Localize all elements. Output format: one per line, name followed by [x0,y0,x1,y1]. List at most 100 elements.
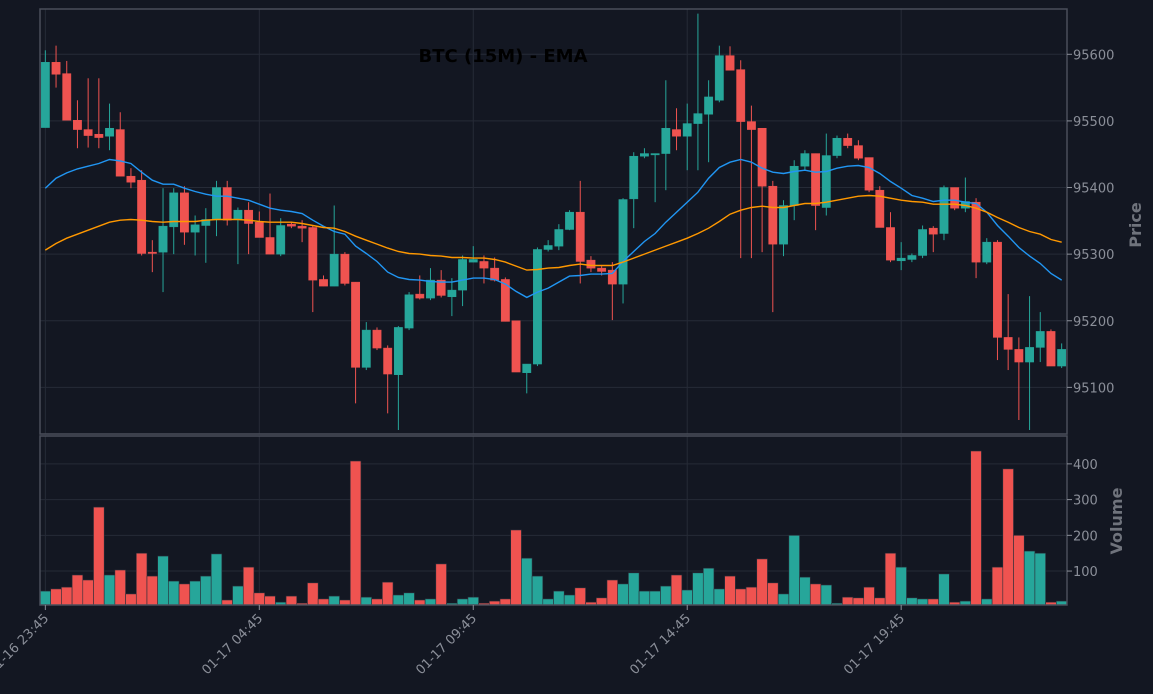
candle-body [319,279,328,287]
volume-bar [61,586,73,606]
candle-body [393,327,403,375]
candle-body [490,267,500,281]
candle-body [222,187,232,221]
y-tick-label: 95200 [1073,315,1114,330]
volume-bar [756,558,768,606]
volume-bar [328,595,340,606]
volume-bar [371,598,383,606]
volume-bar [125,593,137,606]
candle-body [329,253,339,287]
candle-body [907,255,917,260]
candle-body [340,253,350,284]
volume-bar [991,566,1004,606]
volume-bar [467,596,479,606]
volume-bar [242,566,255,606]
volume-bar [617,583,629,606]
volume-bar [93,506,105,606]
candle-body [468,259,478,263]
candle-body [896,257,906,262]
candle-body [672,129,681,137]
volume-bar [200,575,212,606]
volume-bar [521,557,533,606]
volume-bar [82,579,94,606]
candle-body [757,127,767,187]
candle-body [500,279,510,322]
candle-body [1057,349,1067,367]
volume-bar [563,594,576,606]
candle-body [746,121,756,130]
candle-body [447,289,457,298]
volume-bar [542,598,554,606]
candle-body [768,185,778,245]
candle-body [939,187,949,234]
candle-body [458,259,467,291]
candle-body [575,211,585,262]
volume-bar [874,597,886,606]
volume-bar [178,583,191,606]
volume-bar [863,586,875,606]
candle-body [629,155,639,200]
volume-bar [692,572,704,606]
candle-body [308,227,318,281]
candle-body [875,189,885,228]
candle-body [597,267,607,272]
candle-body [254,221,264,238]
volume-bar [724,575,736,606]
volume-panel-frame [39,435,1068,606]
volume-bar [50,588,62,606]
candle-body [522,363,532,373]
candle-body [179,192,189,233]
y-tick-label: 95100 [1073,381,1114,396]
y-tick-label: 95300 [1073,248,1114,263]
volume-bar [146,575,158,606]
candle-body [436,279,446,296]
volume-bar [510,529,522,606]
candle-body [244,209,254,224]
volume-bar [681,589,693,606]
candle-body [993,241,1002,338]
volume-bar [349,460,362,606]
volume-bar [884,552,897,606]
volume-axis-label: Volume [1107,487,1126,554]
volume-bar [670,574,683,606]
volume-bar [339,599,351,606]
candle-body [533,249,542,365]
volume-bar [221,599,233,606]
candle-body [832,137,842,156]
volume-bar [852,597,865,606]
volume-bar [189,580,201,606]
candle-body [928,227,938,235]
volume-bar [39,590,51,606]
volume-bar [906,597,918,606]
volume-bar [938,573,950,606]
candle-body [1046,331,1056,367]
volume-bar [777,593,790,606]
candle-body [811,153,821,206]
volume-bar [820,584,832,606]
candle-body [853,145,863,159]
volume-bar [531,575,544,606]
candle-body [265,237,275,255]
volume-bar [713,588,725,606]
candle-body [843,137,853,146]
candle-body [351,281,361,368]
candle-body [158,225,168,253]
volume-bar [157,555,169,606]
candle-body [661,127,671,154]
volume-bar [360,596,372,606]
volume-bar [135,552,148,606]
candle-body [736,69,746,122]
candle-body [511,320,521,373]
candle-body [971,201,981,263]
volume-tick-label: 200 [1073,529,1098,544]
candle-body [682,123,692,137]
candle-body [73,119,82,130]
candle-body [169,192,179,228]
candle-body [779,205,788,245]
chart-title: BTC (15M) - EMA [418,46,587,67]
candle-body [372,329,382,349]
candle-body [1003,337,1013,350]
candle-body [479,261,489,269]
